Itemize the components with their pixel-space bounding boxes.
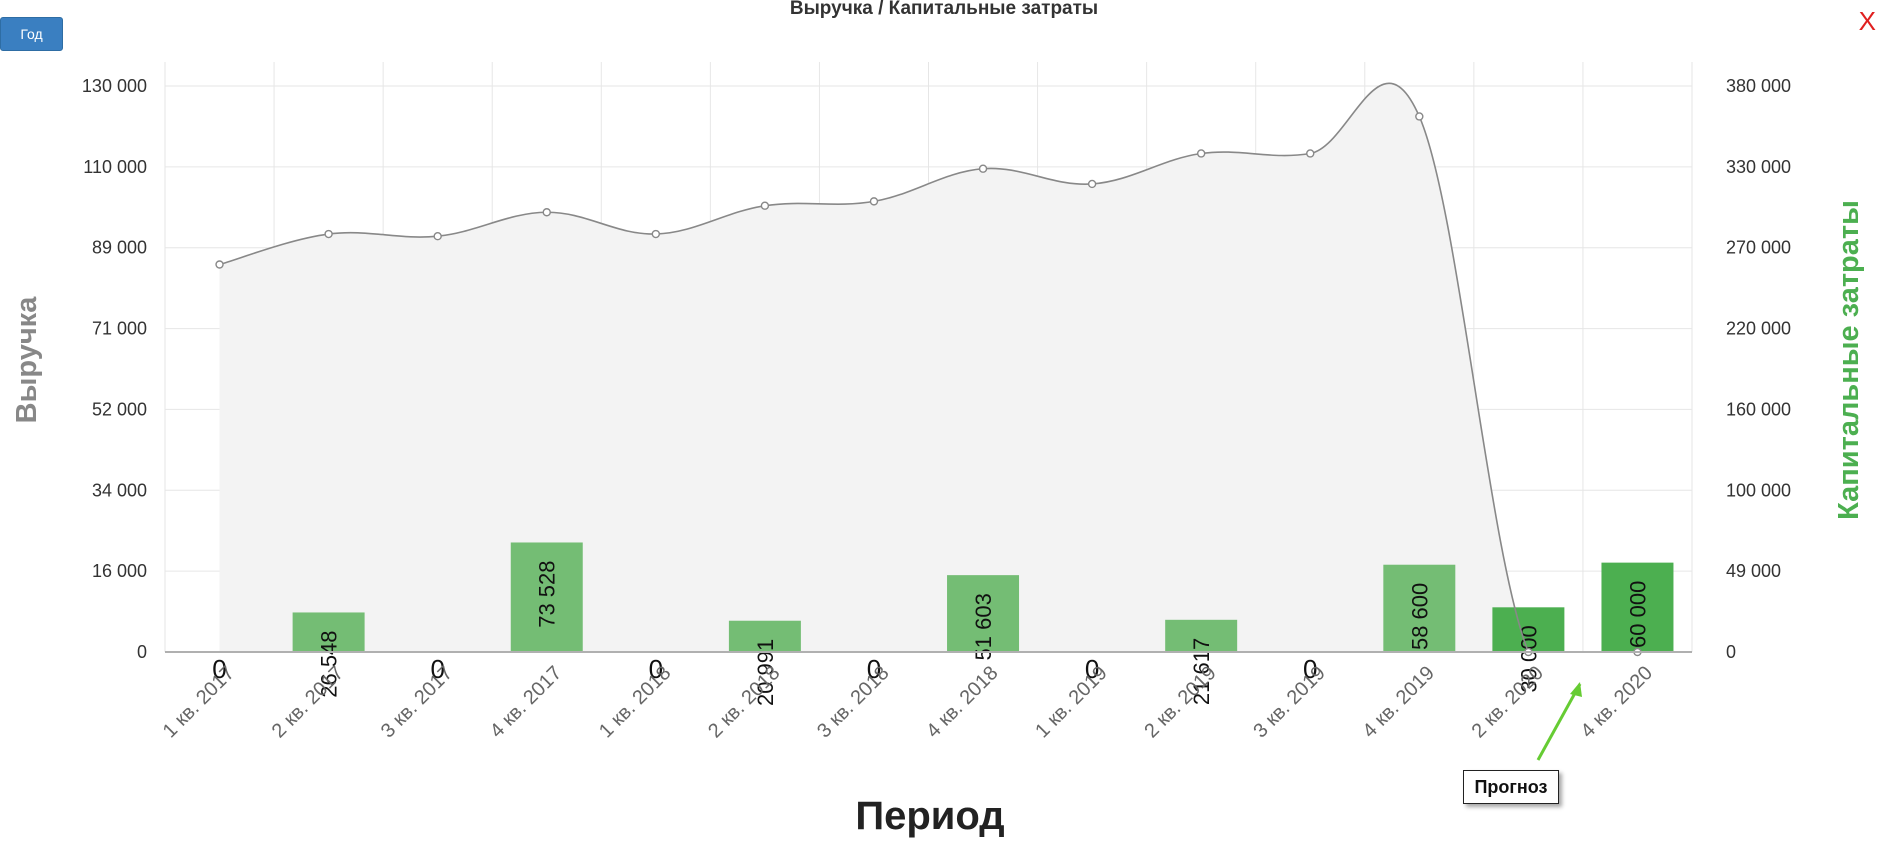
y-tick-label: 52 000 bbox=[92, 399, 147, 419]
y-tick-label: 89 000 bbox=[92, 238, 147, 258]
x-tick-label: 1 кв. 2018 bbox=[595, 662, 675, 742]
x-tick-label: 4 кв. 2017 bbox=[486, 662, 566, 742]
bar-data-label: 30 000 bbox=[1516, 625, 1541, 692]
y-tick-label: 0 bbox=[137, 642, 147, 662]
revenue-point bbox=[1087, 179, 1097, 189]
revenue-area bbox=[219, 83, 1638, 652]
y2-tick-label: 270 000 bbox=[1726, 238, 1791, 258]
bar-data-label: 26 548 bbox=[317, 630, 342, 697]
bar-data-label: 0 bbox=[430, 654, 444, 684]
revenue-point bbox=[1196, 149, 1206, 158]
revenue-point bbox=[215, 260, 224, 269]
bar-data-label: 0 bbox=[649, 654, 663, 684]
bar-data-label: 58 600 bbox=[1407, 583, 1432, 650]
y-tick-label: 71 000 bbox=[92, 319, 147, 339]
y2-tick-label: 330 000 bbox=[1726, 157, 1791, 177]
x-axis-title: Период bbox=[855, 794, 1004, 838]
y-tick-label: 16 000 bbox=[92, 561, 147, 581]
bar-data-label: 0 bbox=[867, 654, 881, 684]
capex-bar bbox=[1492, 607, 1565, 652]
capex-bar bbox=[947, 575, 1020, 652]
y2-tick-label: 0 bbox=[1726, 642, 1736, 662]
y-tick-label: 110 000 bbox=[83, 157, 147, 177]
x-tick-label: 4 кв. 2020 bbox=[1577, 662, 1657, 742]
capex-bar bbox=[1601, 562, 1674, 652]
x-tick-label: 2 кв. 2020 bbox=[1468, 662, 1548, 742]
revenue-point bbox=[978, 164, 988, 173]
y2-tick-label: 220 000 bbox=[1726, 319, 1791, 339]
bar-data-label: 21 617 bbox=[1189, 638, 1214, 705]
capex-bar bbox=[728, 620, 801, 652]
bar-data-label: 0 bbox=[1303, 654, 1317, 684]
bar-data-label: 51 603 bbox=[971, 593, 996, 660]
revenue-point bbox=[1415, 112, 1424, 121]
revenue-point bbox=[1306, 149, 1315, 158]
forecast-arrow-head bbox=[1570, 682, 1582, 697]
bar-data-label: 60 000 bbox=[1625, 581, 1650, 648]
close-button[interactable]: X bbox=[1858, 6, 1876, 36]
revenue-point bbox=[760, 201, 770, 210]
bar-data-label: 73 528 bbox=[535, 560, 560, 627]
x-tick-label: 3 кв. 2019 bbox=[1249, 662, 1329, 742]
x-tick-label: 3 кв. 2018 bbox=[813, 662, 893, 742]
forecast-annotation: Прогноз bbox=[1463, 770, 1559, 804]
revenue-point bbox=[869, 197, 879, 206]
revenue-point bbox=[324, 229, 333, 239]
revenue-line bbox=[219, 82, 1638, 653]
bar-data-label: 0 bbox=[212, 654, 226, 684]
chart-title: Выручка / Капитальные затраты bbox=[790, 0, 1098, 19]
capex-bar bbox=[510, 542, 583, 652]
y-axis-title: Выручка bbox=[11, 296, 43, 424]
y-tick-label: 34 000 bbox=[92, 480, 147, 500]
bar-data-label: 20 991 bbox=[753, 639, 778, 706]
y2-tick-label: 380 000 bbox=[1726, 76, 1791, 96]
x-tick-label: 4 кв. 2019 bbox=[1358, 662, 1438, 742]
capex-bar bbox=[1383, 564, 1456, 652]
y2-tick-label: 49 000 bbox=[1726, 561, 1781, 581]
y2-axis-title: Капитальные затраты bbox=[1833, 200, 1865, 520]
x-tick-label: 4 кв. 2018 bbox=[922, 662, 1002, 742]
x-tick-label: 2 кв. 2017 bbox=[268, 662, 348, 742]
capex-bar bbox=[1165, 619, 1238, 652]
x-tick-label: 1 кв. 2019 bbox=[1031, 662, 1111, 742]
x-tick-label: 3 кв. 2017 bbox=[377, 662, 457, 742]
bar-data-label: 0 bbox=[1085, 654, 1099, 684]
y2-tick-label: 100 000 bbox=[1726, 480, 1791, 500]
period-year-button[interactable]: Год bbox=[0, 17, 63, 51]
revenue-point bbox=[651, 229, 661, 239]
y2-tick-label: 160 000 bbox=[1726, 399, 1791, 419]
revenue-point bbox=[542, 208, 551, 217]
x-tick-label: 1 кв. 2017 bbox=[159, 662, 239, 742]
y-tick-label: 130 000 bbox=[82, 76, 147, 96]
capex-bar bbox=[292, 612, 365, 652]
revenue-point bbox=[433, 232, 442, 241]
forecast-arrow bbox=[1536, 683, 1582, 761]
